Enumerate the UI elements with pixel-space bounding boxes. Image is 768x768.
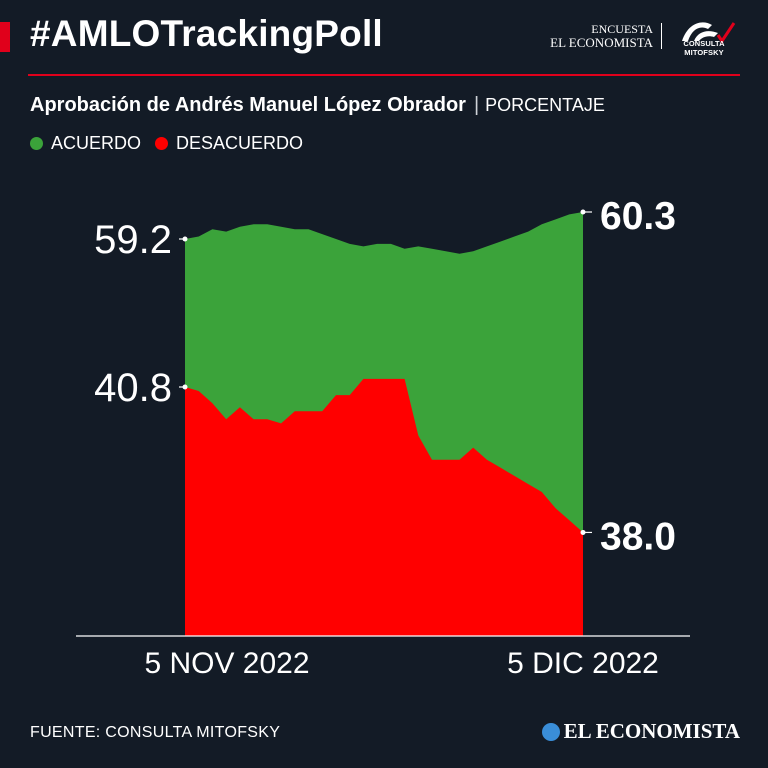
legend: ACUERDO DESACUERDO <box>30 133 317 154</box>
legend-item-desacuerdo: DESACUERDO <box>155 133 303 154</box>
start-label-desacuerdo: 40.8 <box>94 366 172 410</box>
subtitle-main: Aprobación de Andrés Manuel López Obrado… <box>30 94 466 116</box>
encuesta-logo: ENCUESTA EL ECONOMISTA <box>550 23 662 49</box>
header-logo: ENCUESTA EL ECONOMISTA CONSULTA MITOFSKY <box>550 15 740 57</box>
end-label-acuerdo: 60.3 <box>600 195 676 238</box>
subtitle-unit: PORCENTAJE <box>485 95 605 115</box>
logo-line-2: EL ECONOMISTA <box>550 35 653 50</box>
mitofsky-label: CONSULTA MITOFSKY <box>683 39 725 57</box>
legend-item-acuerdo: ACUERDO <box>30 133 141 154</box>
hashtag-title: #AMLOTrackingPoll <box>30 13 383 54</box>
x-label-start: 5 NOV 2022 <box>144 647 309 680</box>
x-label-end: 5 DIC 2022 <box>507 647 659 680</box>
accent-bar <box>0 22 10 52</box>
legend-dot-acuerdo <box>30 137 43 150</box>
end-label-desacuerdo: 38.0 <box>600 515 676 558</box>
start-point-acuerdo <box>182 236 188 242</box>
subtitle-separator: | <box>473 94 480 116</box>
footer-brand-logo: EL ECONOMISTA <box>541 719 740 744</box>
mitofsky-emblem-icon <box>682 22 736 44</box>
legend-label-acuerdo: ACUERDO <box>51 133 142 153</box>
header-rule <box>28 74 740 76</box>
mitofsky-logo: CONSULTA MITOFSKY <box>668 15 740 57</box>
start-point-desacuerdo <box>182 384 188 390</box>
footer-brand: EL ECONOMISTA <box>563 719 740 743</box>
brand-mark-icon <box>541 722 560 741</box>
chart-subtitle: Aprobación de Andrés Manuel López Obrado… <box>30 94 605 117</box>
legend-label-desacuerdo: DESACUERDO <box>176 133 304 153</box>
logo-line-1: ENCUESTA <box>591 22 653 36</box>
start-label-acuerdo: 59.2 <box>94 218 172 262</box>
desacuerdo-area <box>185 378 583 636</box>
source-note: FUENTE: CONSULTA MITOFSKY <box>30 724 281 741</box>
legend-dot-desacuerdo <box>155 137 169 150</box>
